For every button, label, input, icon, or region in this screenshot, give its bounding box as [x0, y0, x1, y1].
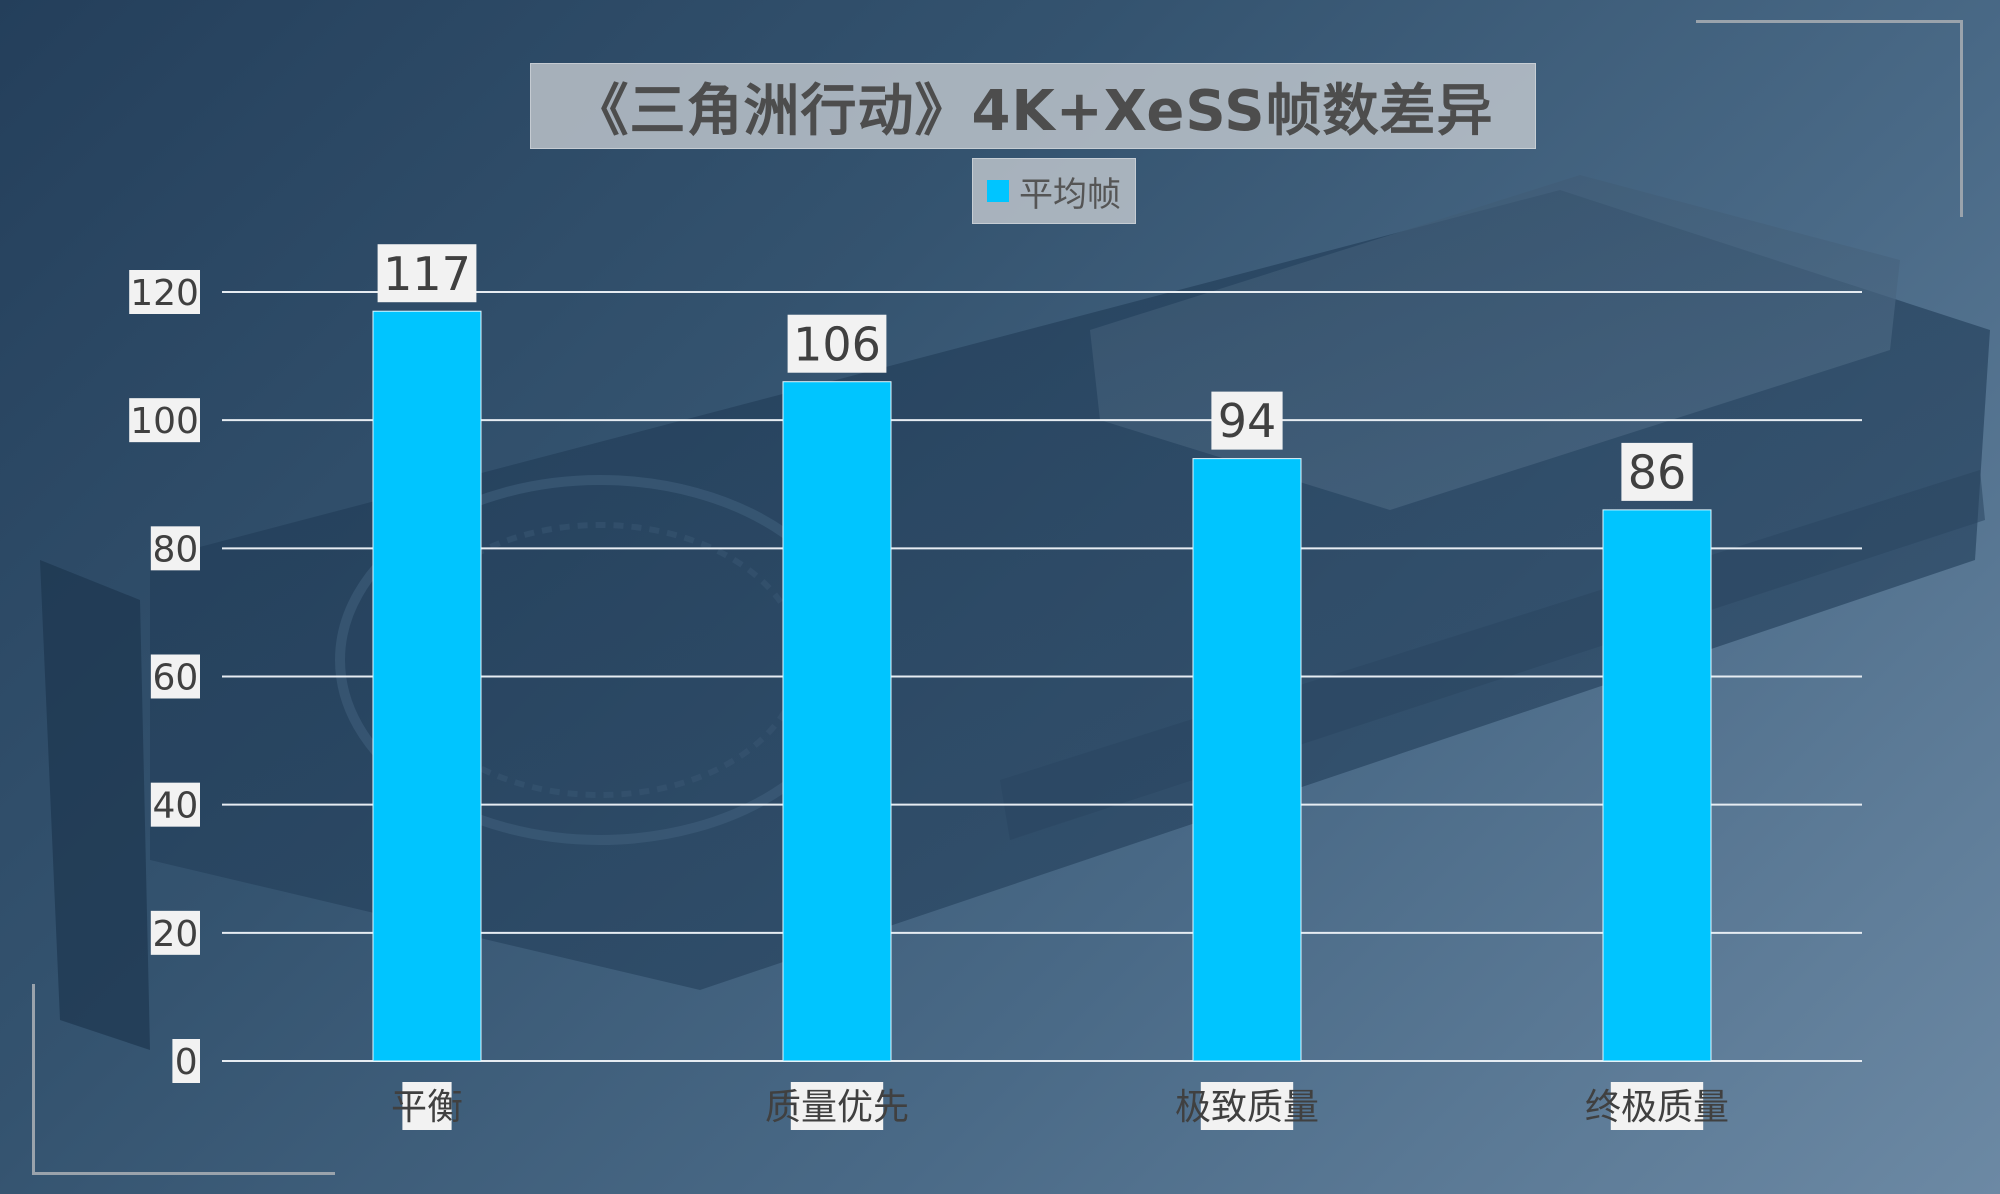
y-tick-label-40: 40 [152, 786, 198, 827]
data-label-0: 117 [383, 247, 471, 301]
y-tick-label-80-bg [150, 526, 200, 571]
y-tick-label-80: 80 [152, 529, 198, 570]
x-tick-label-1: 质量优先 [765, 1087, 909, 1128]
y-tick-label-60: 60 [152, 657, 198, 698]
chart-title-box: 《三角洲行动》4K+XeSS帧数差异 [530, 63, 1536, 149]
bar-1 [782, 381, 892, 1062]
x-tick-label-3-bg [1610, 1082, 1704, 1130]
y-tick-label-20: 20 [152, 914, 198, 955]
chart-title: 《三角洲行动》4K+XeSS帧数差异 [572, 78, 1494, 144]
y-tick-label-60-bg [150, 654, 200, 699]
x-tick-label-2: 极致质量 [1175, 1087, 1319, 1128]
legend-label: 平均帧 [1019, 174, 1121, 215]
x-tick-label-3: 终极质量 [1585, 1087, 1729, 1128]
x-tick-label-0: 平衡 [391, 1087, 463, 1128]
y-tick-label-100-bg [129, 398, 200, 443]
data-label-2-bg [1211, 391, 1283, 450]
data-label-3-bg [1621, 442, 1693, 501]
y-tick-label-20-bg [150, 910, 200, 955]
y-tick-label-120-bg [129, 270, 200, 314]
corner-bracket-top-right [1696, 20, 1963, 217]
x-tick-label-2-bg [1200, 1082, 1294, 1130]
corner-bracket-bottom-left [32, 984, 335, 1175]
bar-2 [1192, 458, 1302, 1062]
y-tick-label-40-bg [150, 782, 200, 827]
data-label-1-bg [787, 314, 887, 373]
y-tick-label-120: 120 [130, 273, 199, 314]
x-tick-label-0-bg [402, 1082, 452, 1130]
bar-3 [1602, 509, 1712, 1062]
legend-swatch [987, 180, 1009, 202]
y-tick-label-0-bg [172, 1039, 200, 1083]
chart-legend: 平均帧 [972, 158, 1136, 224]
bar-0 [372, 310, 482, 1062]
data-label-0-bg [377, 244, 477, 303]
y-tick-label-0: 0 [175, 1042, 198, 1083]
data-label-1: 106 [793, 317, 881, 371]
data-label-2: 94 [1218, 394, 1277, 448]
y-tick-label-100: 100 [130, 401, 199, 442]
x-tick-label-1-bg [790, 1082, 884, 1130]
data-label-3: 86 [1628, 445, 1687, 499]
